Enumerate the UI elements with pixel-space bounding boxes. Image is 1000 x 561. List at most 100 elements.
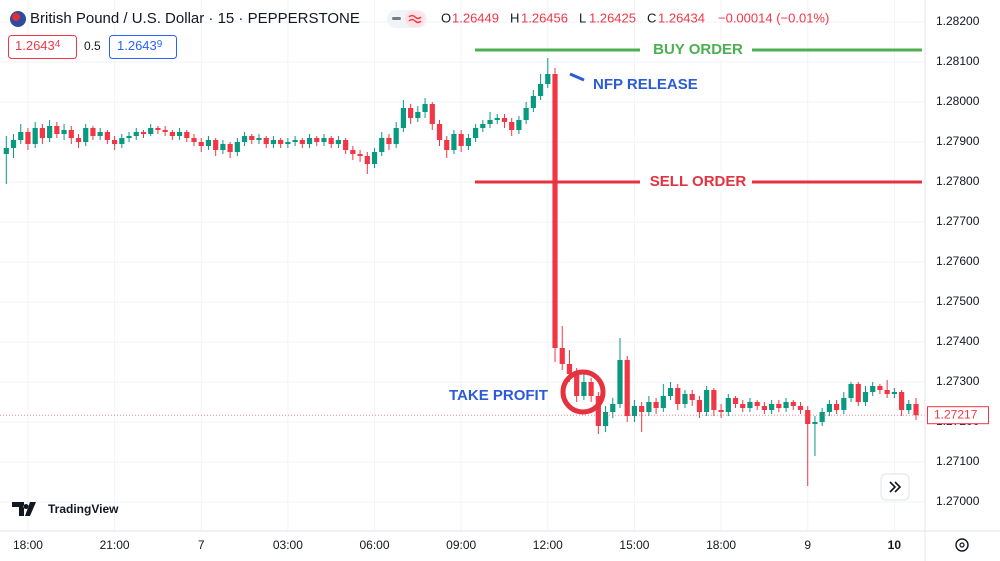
candle-body: [602, 412, 609, 426]
candle-body: [220, 144, 226, 150]
ohlc-value: 1.26449: [452, 10, 499, 25]
last-price-box: [927, 406, 989, 425]
candle-body: [364, 156, 370, 164]
candle-body: [682, 394, 688, 404]
candle-body: [3, 148, 9, 154]
candle-body: [39, 128, 45, 138]
annotation-label: SELL ORDER: [650, 173, 747, 190]
pill-icon: [392, 17, 401, 20]
candle-body: [501, 118, 508, 122]
y-tick-label: 1.28100: [936, 54, 980, 68]
y-tick-label: 1.27000: [936, 494, 980, 508]
candle-body: [285, 142, 291, 144]
x-tick-label: 10: [888, 538, 902, 552]
candle-body: [386, 138, 392, 144]
annotation-label: NFP RELEASE: [593, 76, 698, 93]
ask-pip: 9: [157, 39, 163, 50]
candle-body: [696, 400, 703, 412]
candle-body: [675, 388, 681, 404]
candle-body: [660, 396, 666, 408]
x-tick-label: 15:00: [619, 538, 649, 552]
bid-box[interactable]: [8, 35, 77, 59]
candle-body: [740, 404, 746, 408]
x-tick-label: 18:00: [706, 538, 736, 552]
candle-body: [112, 140, 118, 144]
candle-body: [877, 386, 883, 390]
candle-body: [725, 398, 731, 412]
annotation-bg: [640, 172, 752, 192]
candle-body: [306, 138, 313, 144]
candle-body: [891, 392, 897, 394]
candle-body: [162, 130, 168, 132]
candle-body: [458, 134, 464, 146]
annotation-pointer: [569, 72, 585, 82]
symbol-title: British Pound / U.S. Dollar · 15 · PEPPE…: [30, 10, 360, 27]
candle-body: [205, 140, 212, 146]
ohlc-value: 1.26456: [521, 10, 568, 25]
candle-body: [18, 132, 24, 140]
candle-body: [198, 142, 204, 146]
candle-body: [689, 394, 695, 400]
scroll-button[interactable]: [880, 473, 910, 501]
candle-body: [10, 140, 17, 148]
gear-icon[interactable]: [955, 538, 969, 552]
candle-body: [54, 126, 60, 134]
candle-body: [906, 404, 912, 410]
candle-body: [68, 130, 74, 138]
candle-body: [574, 374, 580, 396]
candle-body: [155, 128, 161, 130]
candle-body: [509, 122, 515, 130]
ohlc-key: O: [441, 10, 451, 25]
candle-body: [797, 406, 804, 410]
symbol-flag: [12, 13, 20, 21]
candle-body: [566, 364, 573, 374]
candle-body: [61, 130, 67, 134]
plot-area: [0, 0, 925, 530]
y-tick-label: 1.28200: [936, 14, 980, 28]
y-tick-label: 1.27900: [936, 134, 980, 148]
candle-body: [855, 384, 861, 402]
ask-main: 1.2643: [117, 38, 157, 53]
candle-body: [711, 390, 717, 410]
candle-body: [256, 138, 262, 140]
ohlc-value: 1.26425: [589, 10, 636, 25]
candle-body: [75, 138, 82, 142]
candle-body: [90, 128, 96, 136]
candle-body: [530, 96, 536, 108]
candle-body: [227, 144, 233, 152]
candle-body: [148, 128, 154, 134]
candle-body: [494, 118, 500, 120]
x-tick-label: 7: [198, 538, 205, 552]
candle-body: [400, 108, 406, 128]
candle-body: [241, 136, 248, 142]
y-tick-label: 1.27600: [936, 254, 980, 268]
candle-body: [97, 132, 103, 136]
bid-price: 1.26434: [15, 38, 61, 53]
candle-body: [783, 402, 789, 408]
candle-body: [299, 140, 305, 144]
header: British Pound / U.S. Dollar · 15 · PEPPE…: [8, 10, 829, 59]
candle-body: [769, 404, 775, 410]
candle-body: [776, 404, 782, 408]
candle-body: [884, 390, 890, 394]
settings[interactable]: [955, 538, 969, 552]
x-tick-label: 03:00: [273, 538, 303, 552]
candle-body: [422, 104, 428, 112]
candle-body: [133, 132, 139, 136]
candle-body: [667, 388, 674, 396]
candle-body: [234, 142, 240, 152]
candle-body: [552, 74, 558, 348]
y-tick-label: 1.27400: [936, 334, 980, 348]
y-tick-label: 1.27300: [936, 374, 980, 388]
candle-body: [379, 138, 385, 152]
candle-body: [357, 154, 363, 156]
branding: TradingView: [12, 502, 119, 516]
x-tick-label: 06:00: [360, 538, 390, 552]
ask-box[interactable]: [109, 35, 177, 59]
candle-body: [191, 138, 197, 142]
candle-body: [898, 392, 905, 410]
candle-body: [819, 412, 825, 422]
candle-body: [754, 402, 760, 406]
x-tick-label: 12:00: [533, 538, 563, 552]
ohlc-value: 1.26434: [658, 10, 705, 25]
